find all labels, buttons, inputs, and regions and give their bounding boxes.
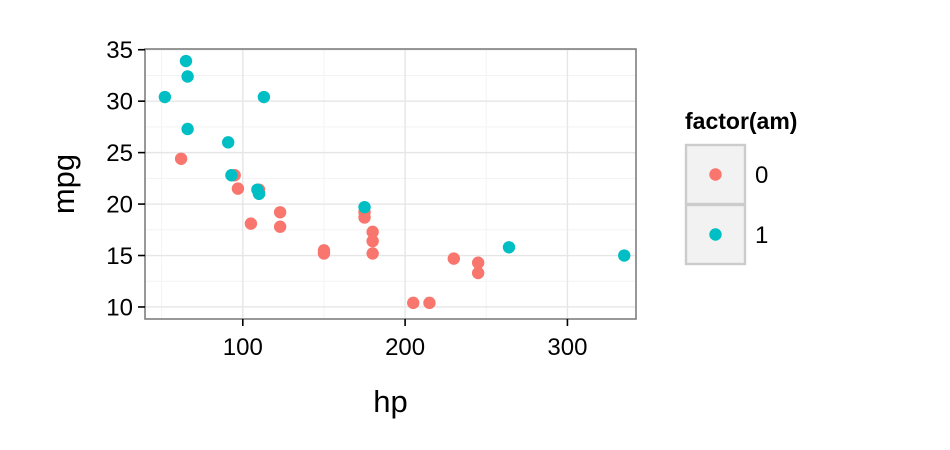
data-point-am-0 — [273, 220, 287, 233]
data-point-am-1 — [225, 169, 238, 182]
data-point-am-0 — [317, 247, 331, 260]
data-point-am-1 — [158, 90, 172, 104]
data-point-am-0 — [244, 217, 258, 230]
y-tick-label: 15 — [106, 243, 133, 270]
data-point-am-1 — [618, 249, 631, 262]
data-point-am-0 — [366, 234, 379, 248]
data-point-am-1 — [251, 183, 264, 196]
data-point-am-1 — [502, 241, 516, 254]
y-tick-label: 30 — [106, 89, 133, 116]
panel-background — [145, 49, 636, 319]
data-point-am-1 — [179, 54, 193, 68]
data-point-am-0 — [366, 225, 379, 239]
y-tick-label: 25 — [106, 140, 133, 167]
legend-title: factor(am) — [685, 108, 797, 134]
data-point-am-0 — [471, 266, 485, 280]
x-tick-label: 200 — [385, 334, 425, 361]
panel-border — [144, 48, 637, 320]
plot-panel — [145, 49, 636, 319]
data-point-am-0 — [273, 206, 287, 219]
y-axis-label: mpg — [46, 154, 81, 214]
axes: 100 200 300 10 15 20 25 30 35 — [106, 37, 587, 361]
legend-label: 0 — [755, 162, 768, 189]
data-point-am-0 — [423, 296, 436, 310]
data-point-am-0 — [407, 296, 420, 310]
data-point-am-0 — [447, 252, 461, 265]
legend-key-point — [709, 228, 722, 241]
data-point-am-1 — [257, 90, 271, 104]
data-points — [158, 54, 631, 310]
legend: factor(am) 0 1 — [684, 108, 797, 266]
data-point-am-1 — [181, 122, 194, 136]
data-point-am-0 — [174, 152, 188, 165]
x-tick-label: 100 — [223, 334, 263, 361]
y-tick-label: 20 — [106, 192, 133, 219]
data-point-am-0 — [231, 182, 245, 195]
legend-key-point — [709, 168, 722, 181]
data-point-am-1 — [181, 70, 194, 83]
data-point-am-0 — [366, 247, 379, 260]
y-tick-label: 35 — [106, 37, 133, 64]
x-axis-label: hp — [373, 384, 407, 419]
data-point-am-0 — [471, 256, 485, 269]
data-point-am-1 — [358, 200, 371, 214]
data-point-am-1 — [221, 136, 235, 149]
y-tick-label: 10 — [106, 294, 133, 321]
x-tick-label: 300 — [547, 334, 587, 361]
legend-label: 1 — [755, 222, 768, 249]
